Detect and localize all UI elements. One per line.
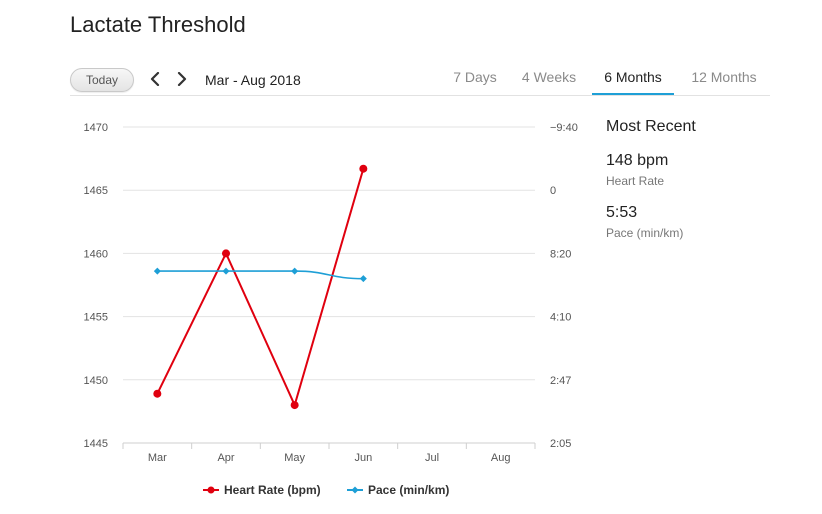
- x-tick-label: May: [284, 452, 305, 464]
- heart-rate-point: [222, 249, 230, 258]
- most-recent-heading: Most Recent: [606, 118, 696, 135]
- y-left-tick-label: 1450: [84, 375, 108, 387]
- previous-period-button[interactable]: [147, 70, 163, 88]
- heart-rate-point: [153, 389, 162, 398]
- tabs-divider: [70, 95, 770, 96]
- pace-label: Pace (min/km): [606, 226, 684, 240]
- pace-legend-marker: [351, 486, 359, 494]
- tab-6-months[interactable]: 6 Months: [592, 60, 674, 95]
- pace-legend-label: Pace (min/km): [368, 483, 449, 497]
- heart-rate-legend-marker: [207, 486, 215, 494]
- chevron-right-icon: [177, 72, 187, 86]
- next-period-button[interactable]: [174, 70, 190, 88]
- y-left-tick-label: 1445: [84, 438, 108, 450]
- heart-rate-line: [156, 168, 365, 408]
- heart-rate-legend-label: Heart Rate (bpm): [224, 483, 321, 497]
- tab-7-days[interactable]: 7 Days: [453, 69, 497, 85]
- pace-point: [291, 267, 299, 275]
- page-title: Lactate Threshold: [70, 12, 246, 37]
- date-range-label: Mar - Aug 2018: [205, 72, 301, 88]
- y-right-tick-label: 8:20: [550, 248, 571, 260]
- y-left-tick-label: 1470: [84, 122, 108, 134]
- heart-rate-label: Heart Rate: [606, 174, 665, 188]
- y-left-tick-label: 1460: [84, 248, 108, 260]
- x-tick-label: Jun: [354, 452, 372, 464]
- period-tabs: 7 Days 4 Weeks 6 Months 12 Months: [440, 60, 770, 96]
- pace-point: [359, 275, 367, 283]
- y-right-tick-label: 2:05: [550, 438, 571, 450]
- x-tick-label: Jul: [425, 452, 439, 464]
- y-right-tick-label: −9:40: [550, 122, 578, 134]
- x-tick-label: Apr: [217, 452, 234, 464]
- y-right-tick-label: 0: [550, 185, 556, 197]
- y-left-tick-label: 1455: [84, 312, 108, 324]
- pace-value: 5:53: [606, 204, 638, 221]
- x-tick-label: Aug: [491, 452, 511, 464]
- y-left-tick-label: 1465: [84, 185, 108, 197]
- x-tick-label: Mar: [148, 452, 167, 464]
- heart-rate-value: 148 bpm: [606, 152, 669, 169]
- y-right-tick-label: 4:10: [550, 312, 571, 324]
- most-recent-panel: Most Recent 148 bpm Heart Rate 5:53 Pace…: [606, 118, 696, 256]
- chevron-left-icon: [150, 72, 160, 86]
- y-right-tick-label: 2:47: [550, 375, 571, 387]
- pace-point: [222, 267, 230, 275]
- heart-rate-point: [359, 164, 368, 173]
- heart-rate-point: [290, 401, 299, 410]
- tab-12-months[interactable]: 12 Months: [691, 69, 757, 85]
- today-button[interactable]: Today: [70, 68, 134, 92]
- pace-line: [157, 270, 364, 280]
- lactate-threshold-chart: 1470 −9:40 1465 0 1460 8:20 1455 4:10 1450 2:47 14…: [84, 122, 578, 497]
- pace-point: [153, 267, 161, 275]
- tab-4-weeks[interactable]: 4 Weeks: [521, 69, 577, 85]
